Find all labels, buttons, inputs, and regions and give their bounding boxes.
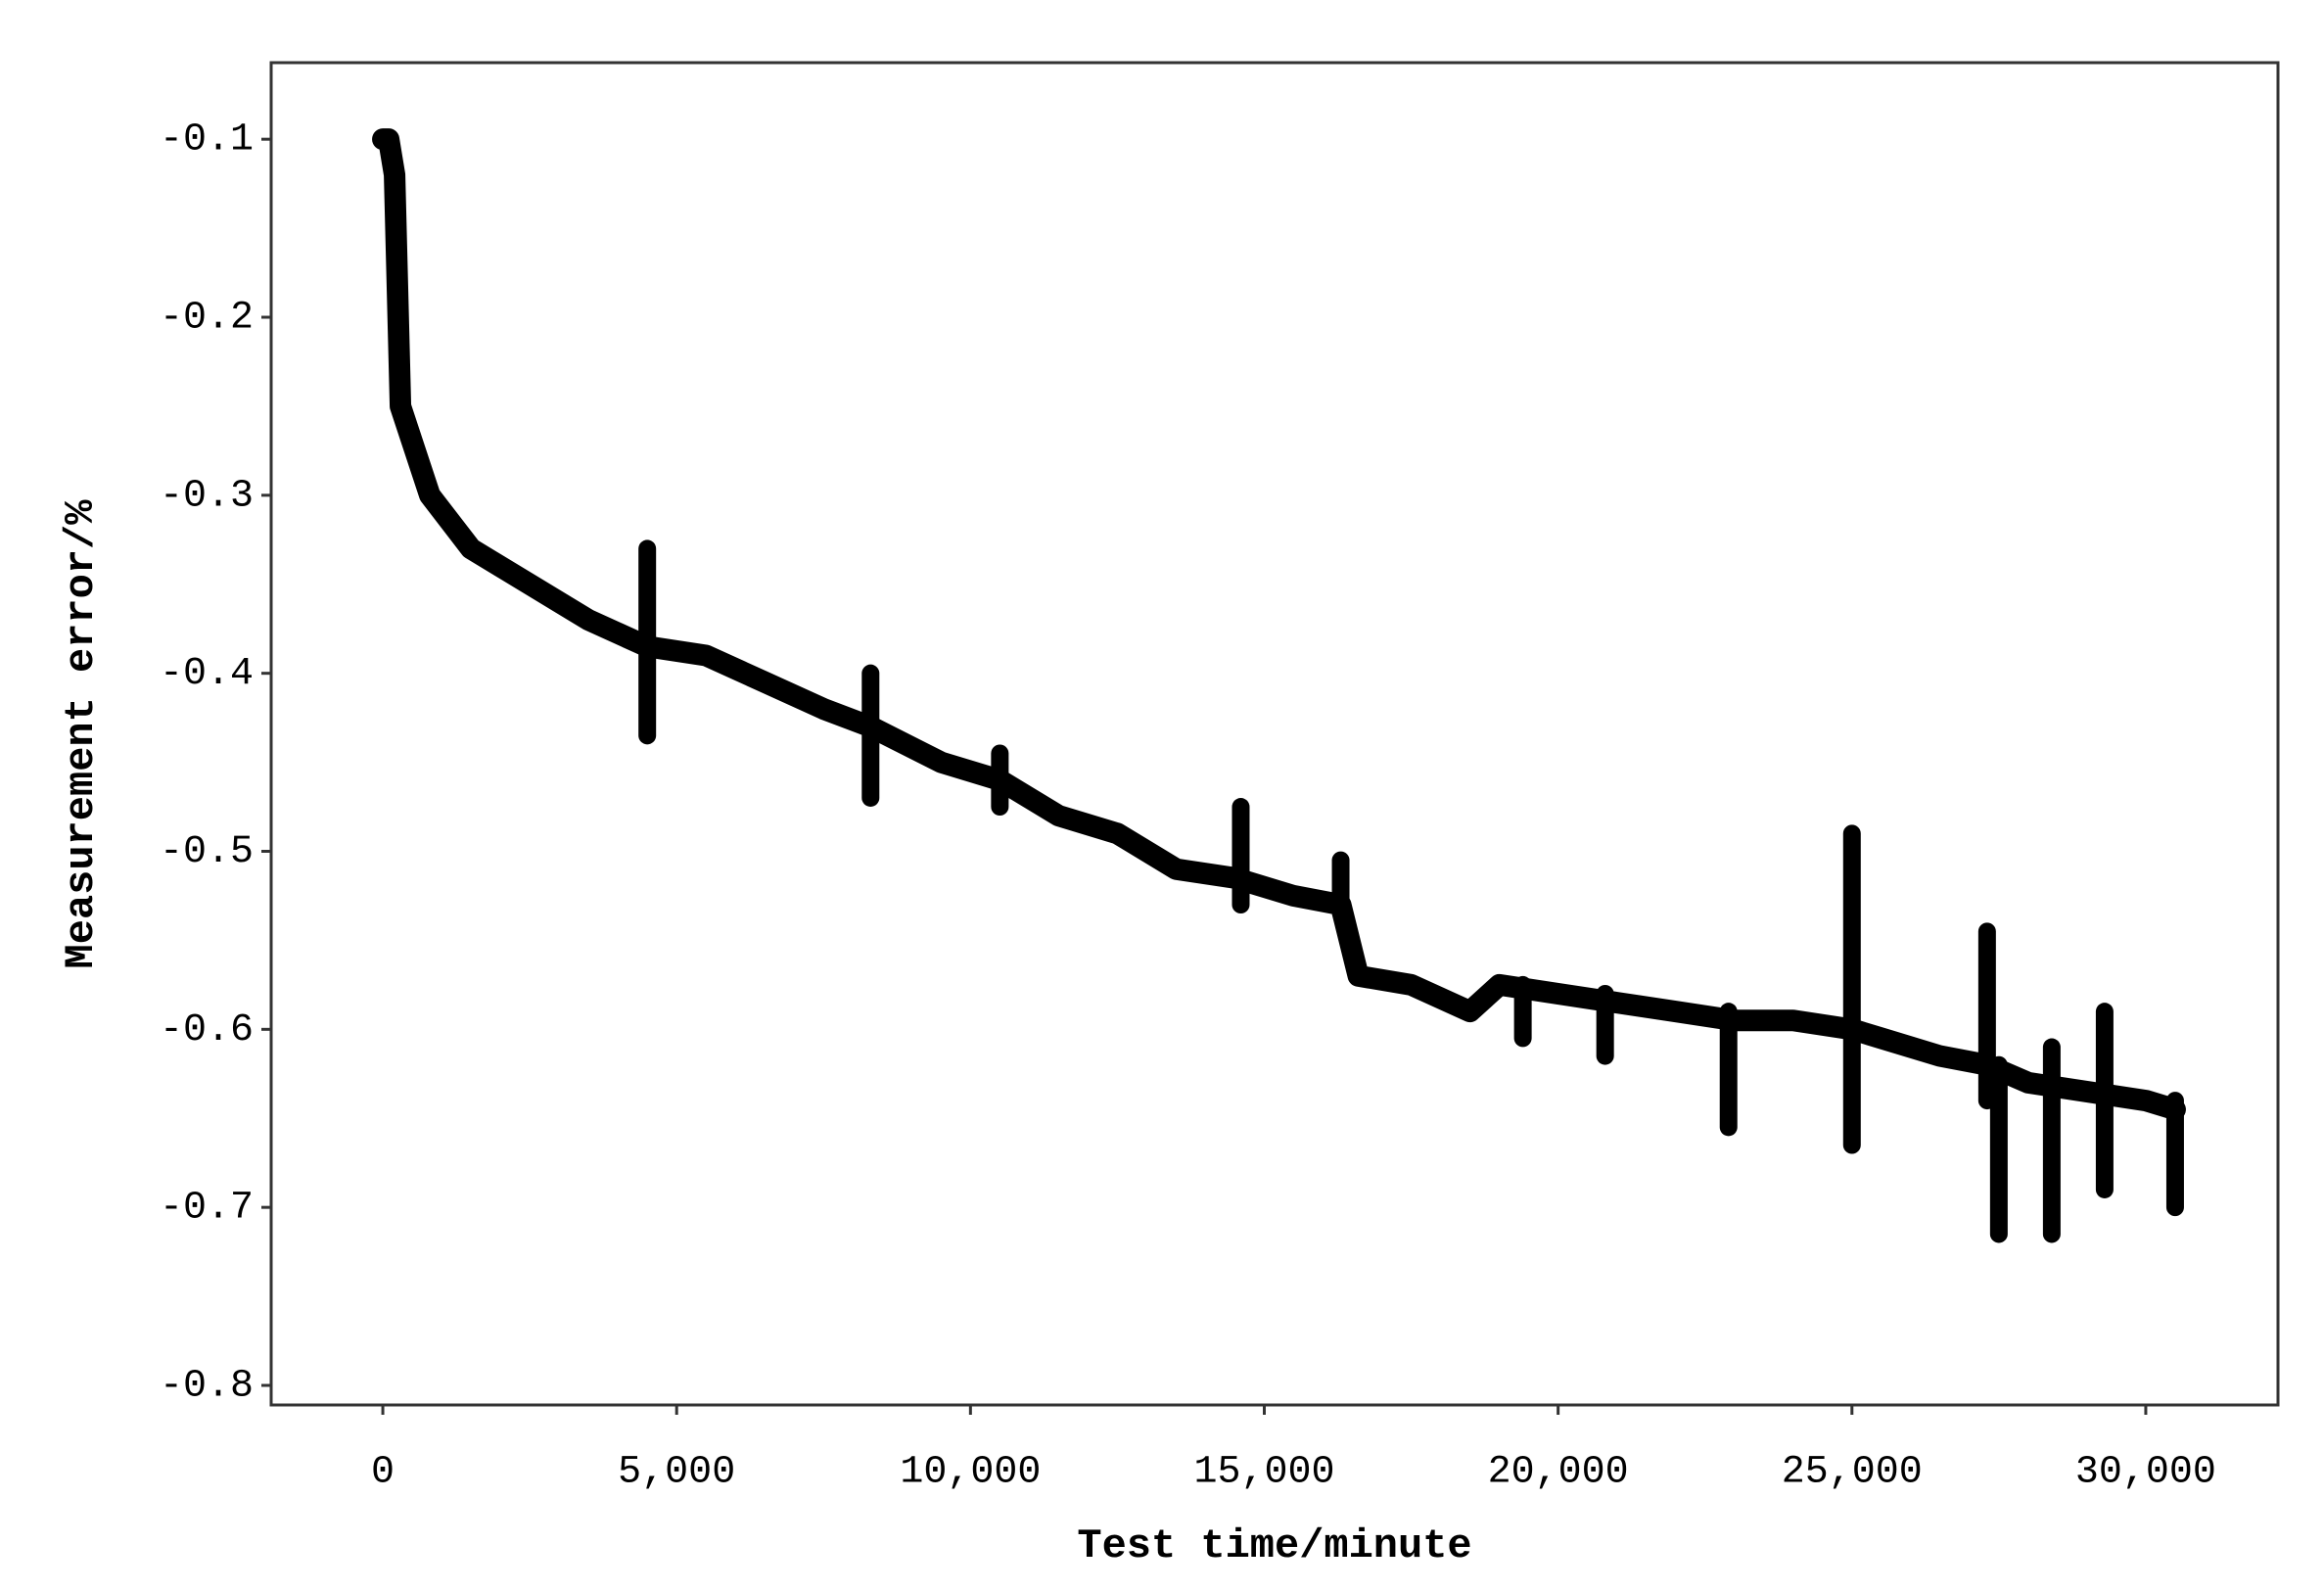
x-tick-label: 5,000 (618, 1451, 735, 1495)
y-tick-label: -0.8 (160, 1365, 254, 1409)
x-tick-label: 0 (371, 1451, 395, 1495)
x-tick-label: 30,000 (2075, 1451, 2216, 1495)
plot-frame (269, 61, 2280, 1407)
x-tick-label: 15,000 (1193, 1451, 1334, 1495)
y-tick-label: -0.5 (160, 830, 254, 874)
y-tick-label: -0.6 (160, 1008, 254, 1053)
y-axis-title: Measurement error/% (58, 499, 105, 969)
y-tick-label: -0.7 (160, 1187, 254, 1231)
x-tick-label: 10,000 (900, 1451, 1041, 1495)
y-tick-label: -0.1 (160, 118, 254, 163)
data-line (372, 128, 2186, 1121)
x-axis-title: Test time/minute (1077, 1522, 1471, 1569)
y-tick-label: -0.3 (160, 474, 254, 518)
x-tick-label: 25,000 (1782, 1451, 1923, 1495)
x-tick-label: 20,000 (1488, 1451, 1629, 1495)
y-tick-label: -0.2 (160, 297, 254, 341)
y-tick-label: -0.4 (160, 652, 254, 696)
